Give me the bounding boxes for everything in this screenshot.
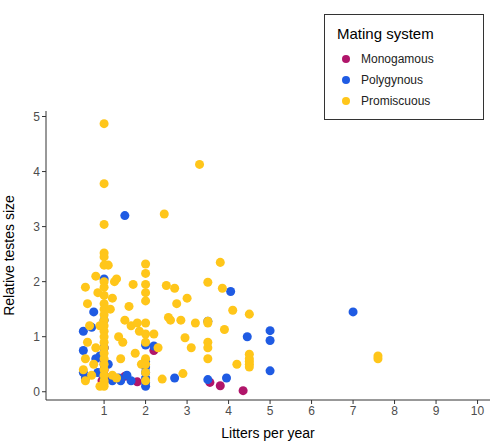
svg-text:5: 5	[33, 110, 40, 124]
svg-text:5: 5	[267, 404, 274, 418]
svg-text:6: 6	[308, 404, 315, 418]
svg-text:8: 8	[391, 404, 398, 418]
svg-text:7: 7	[350, 404, 357, 418]
html-text:Promiscuous: Promiscuous	[361, 93, 431, 108]
svg-text:9: 9	[433, 404, 440, 418]
svg-text:Litters per year: Litters per year	[221, 425, 315, 441]
svg-text:2: 2	[142, 404, 149, 418]
svg-text:10: 10	[471, 404, 485, 418]
svg-text:0: 0	[33, 385, 40, 399]
svg-text:2: 2	[33, 275, 40, 289]
svg-text:4: 4	[33, 165, 40, 179]
svg-text:Relative testes size: Relative testes size	[8, 195, 17, 316]
svg-text:4: 4	[225, 404, 232, 418]
html-text:Polygynous: Polygynous	[361, 72, 423, 87]
html-text:Mating system: Mating system	[337, 25, 434, 42]
svg-text:1: 1	[101, 404, 108, 418]
html-text:Monogamous: Monogamous	[361, 51, 434, 66]
svg-text:3: 3	[184, 404, 191, 418]
svg-text:1: 1	[33, 330, 40, 344]
svg-text:3: 3	[33, 220, 40, 234]
